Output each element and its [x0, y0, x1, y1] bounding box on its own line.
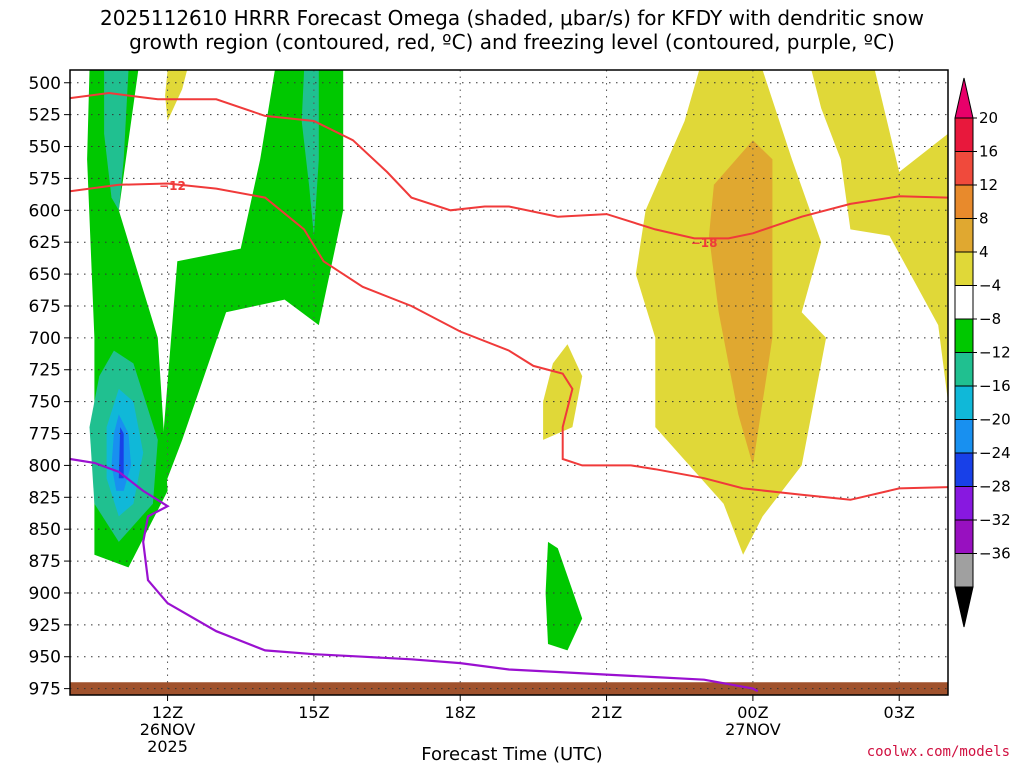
x-tick-date: 26NOV	[140, 720, 196, 739]
omega-region-9	[165, 70, 188, 121]
colorbar-segment-1	[954, 151, 974, 186]
title-line-1: 2025112610 HRRR Forecast Omega (shaded, …	[99, 6, 925, 30]
colorbar-segment-9	[954, 419, 974, 454]
colorbar-segment-6	[954, 318, 974, 353]
x-tick-label: 21Z	[591, 703, 622, 722]
y-tick-label: 775	[29, 425, 61, 445]
omega-region-10	[543, 344, 583, 440]
grid-lines	[70, 70, 948, 695]
colorbar-label: −16	[979, 377, 1011, 395]
chart-title: 2025112610 HRRR Forecast Omega (shaded, …	[0, 6, 1024, 54]
y-tick-label: 750	[29, 393, 61, 413]
omega-region-2	[104, 70, 129, 211]
contour-lines: −12 −18	[70, 91, 948, 693]
colorbar-top-arrow	[954, 77, 974, 119]
colorbar-label: 16	[979, 143, 998, 161]
colorbar-label: −4	[979, 277, 1001, 295]
x-tick-label: 12Z	[152, 703, 183, 722]
y-tick-label: 550	[29, 138, 61, 158]
y-axis: 500 525 550 575 600 625 650 675 700 725 750 775 800 8…	[29, 74, 70, 700]
omega-region-1	[157, 70, 344, 504]
colorbar-segment-11	[954, 486, 974, 521]
y-tick-label: 600	[29, 201, 61, 221]
omega-shading	[70, 70, 948, 695]
omega-region-8	[545, 541, 583, 651]
x-tick-label: 00Z	[737, 703, 768, 722]
colorbar-label: −36	[979, 545, 1011, 563]
y-tick-label: 725	[29, 361, 61, 381]
freezing-level-contour	[70, 457, 759, 693]
y-tick-label: 700	[29, 329, 61, 349]
colorbar-segment-2	[954, 184, 974, 219]
x-tick-label: 15Z	[298, 703, 329, 722]
y-tick-label: 975	[29, 680, 61, 700]
y-tick-label: 875	[29, 552, 61, 572]
x-tick-date: 27NOV	[725, 720, 781, 739]
colorbar-label: −8	[979, 310, 1001, 328]
colorbar-label: 4	[979, 243, 989, 261]
omega-region-13	[709, 140, 773, 466]
plot-frame	[69, 69, 949, 696]
omega-region-12	[811, 70, 948, 402]
y-tick-label: 675	[29, 297, 61, 317]
colorbar-label: −32	[979, 511, 1011, 529]
colorbar-segment-12	[954, 519, 974, 554]
y-tick-label: 650	[29, 265, 61, 285]
dgz-label-0: −12	[159, 179, 186, 193]
colorbar-segment-4	[954, 251, 974, 286]
x-tick-label: 18Z	[445, 703, 476, 722]
colorbar-segment-0	[954, 117, 974, 152]
y-tick-label: 500	[29, 74, 61, 94]
colorbar: 20 16 12 8 4 −4 −8 −12 −16 −20 −24 −28 −32 −36	[954, 77, 1011, 628]
colorbar-segment-13	[954, 553, 974, 588]
colorbar-bottom-arrow	[954, 586, 974, 628]
y-tick-label: 800	[29, 456, 61, 476]
omega-region-3	[301, 70, 319, 236]
y-tick-label: 525	[29, 106, 61, 126]
colorbar-label: −28	[979, 478, 1011, 496]
colorbar-segment-10	[954, 452, 974, 487]
colorbar-segment-5	[954, 285, 974, 320]
colorbar-segment-7	[954, 352, 974, 387]
dgz-contour-0	[70, 91, 948, 240]
colorbar-label: 20	[979, 109, 998, 127]
y-tick-label: 900	[29, 584, 61, 604]
y-tick-label: 625	[29, 233, 61, 253]
x-axis-label: Forecast Time (UTC)	[421, 744, 603, 765]
dgz-contour-1	[70, 182, 948, 501]
title-line-2: growth region (contoured, red, ºC) and f…	[129, 30, 895, 54]
colorbar-label: −24	[979, 444, 1011, 462]
y-tick-label: 850	[29, 520, 61, 540]
y-tick-label: 950	[29, 648, 61, 668]
colorbar-label: 12	[979, 176, 998, 194]
colorbar-label: −20	[979, 411, 1011, 429]
terrain-band	[70, 682, 948, 695]
colorbar-label: −12	[979, 344, 1011, 362]
dgz-label-1: −18	[691, 236, 718, 250]
x-tick-year: 2025	[147, 737, 188, 756]
x-tick-label: 03Z	[884, 703, 915, 722]
colorbar-label: 8	[979, 210, 989, 228]
colorbar-segment-3	[954, 218, 974, 253]
y-tick-label: 825	[29, 488, 61, 508]
y-tick-label: 575	[29, 169, 61, 189]
y-tick-label: 925	[29, 616, 61, 636]
credit-text: coolwx.com/models	[866, 744, 1010, 760]
colorbar-segment-8	[954, 385, 974, 420]
